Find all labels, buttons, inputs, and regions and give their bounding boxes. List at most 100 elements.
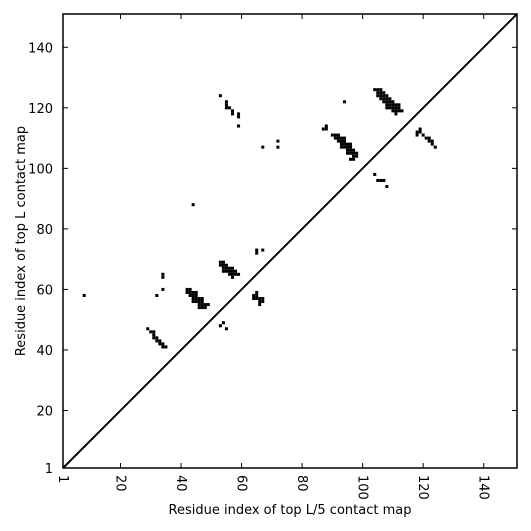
contact-point xyxy=(385,106,389,110)
contact-point xyxy=(197,306,201,310)
contact-point xyxy=(379,94,383,98)
contact-point xyxy=(379,91,383,95)
contact-point xyxy=(152,330,156,334)
contact-point xyxy=(376,178,380,182)
contact-point xyxy=(200,300,204,304)
contact-point xyxy=(394,112,398,116)
contact-point xyxy=(394,109,398,113)
contact-point xyxy=(379,88,383,92)
contact-point xyxy=(400,109,404,113)
contact-point xyxy=(261,296,265,301)
contact-point xyxy=(227,272,231,276)
contact-point xyxy=(339,136,343,140)
y-tick-label: 60 xyxy=(36,283,53,298)
x-tick-label: 120 xyxy=(415,475,430,500)
contact-point xyxy=(324,127,328,131)
contact-point xyxy=(194,293,198,297)
contact-point xyxy=(230,275,235,279)
contact-point xyxy=(388,97,392,101)
contact-point xyxy=(194,296,198,301)
x-tick-label: 100 xyxy=(355,475,370,500)
contact-point xyxy=(152,333,156,337)
contact-point xyxy=(336,136,340,140)
contact-point xyxy=(382,100,386,104)
contact-point xyxy=(149,330,153,334)
contact-point xyxy=(415,133,419,137)
contact-point xyxy=(376,94,380,98)
contact-point xyxy=(255,248,259,252)
contact-point xyxy=(342,145,346,149)
contact-point xyxy=(197,296,201,301)
contact-point xyxy=(339,142,343,146)
plot-frame xyxy=(62,13,518,469)
contact-point xyxy=(255,293,259,297)
diagonal-line xyxy=(62,13,518,469)
contact-point xyxy=(433,145,437,149)
contact-point xyxy=(155,339,159,343)
contact-point xyxy=(155,336,159,340)
contact-point xyxy=(224,103,228,107)
contact-point xyxy=(373,172,377,176)
contact-point xyxy=(352,154,356,158)
contact-points-layer xyxy=(82,88,437,349)
contact-point xyxy=(382,91,386,95)
contact-point xyxy=(333,133,337,137)
y-tick-label: 1 xyxy=(45,462,53,477)
contact-point xyxy=(155,293,159,297)
contact-point xyxy=(237,272,241,276)
contact-point xyxy=(185,287,189,291)
y-axis-label: Residue index of top L contact map xyxy=(14,126,29,356)
contact-point xyxy=(385,100,389,104)
contact-point xyxy=(200,296,204,301)
contact-point xyxy=(252,293,256,297)
contact-point xyxy=(261,145,265,149)
contact-point xyxy=(234,272,238,276)
contact-point xyxy=(188,290,192,294)
contact-point xyxy=(197,300,201,304)
contact-point xyxy=(349,151,353,155)
contact-point xyxy=(206,303,210,307)
contact-point xyxy=(349,142,353,146)
contact-point xyxy=(161,272,165,276)
contact-point xyxy=(188,287,192,291)
contact-point xyxy=(188,293,192,297)
x-tick-label: 1 xyxy=(55,475,70,483)
contact-point xyxy=(382,97,386,101)
contact-point xyxy=(342,142,346,146)
contact-point xyxy=(227,266,231,270)
contact-point xyxy=(221,321,225,325)
contact-point xyxy=(385,94,389,98)
contact-point xyxy=(224,327,228,331)
x-tick-label: 60 xyxy=(234,475,249,492)
contact-point xyxy=(152,336,156,340)
contact-point xyxy=(276,139,280,143)
y-tick-label: 20 xyxy=(36,404,53,419)
contact-point xyxy=(218,263,222,267)
contact-point xyxy=(349,145,353,149)
contact-point xyxy=(415,130,419,134)
contact-point xyxy=(221,260,225,264)
contact-point xyxy=(349,148,353,152)
contact-point xyxy=(345,142,350,146)
contact-point xyxy=(424,136,428,140)
contact-point xyxy=(234,269,238,273)
contact-point xyxy=(397,106,401,110)
contact-point xyxy=(227,106,231,110)
contact-point xyxy=(200,306,204,310)
contact-point xyxy=(352,148,356,152)
contact-point xyxy=(330,133,334,137)
contact-point xyxy=(161,287,165,291)
contact-point xyxy=(258,303,262,307)
x-axis-ticks: 1 20 40 60 80 100 120 140 xyxy=(55,14,491,500)
contact-point xyxy=(252,296,256,301)
contact-point xyxy=(261,300,265,304)
contact-point xyxy=(224,266,228,270)
contact-point xyxy=(258,296,262,301)
contact-point xyxy=(336,139,340,143)
contact-point xyxy=(224,106,228,110)
contact-point xyxy=(391,109,395,113)
contact-point xyxy=(237,115,241,119)
y-tick-label: 80 xyxy=(36,223,53,238)
contact-point xyxy=(388,106,392,110)
